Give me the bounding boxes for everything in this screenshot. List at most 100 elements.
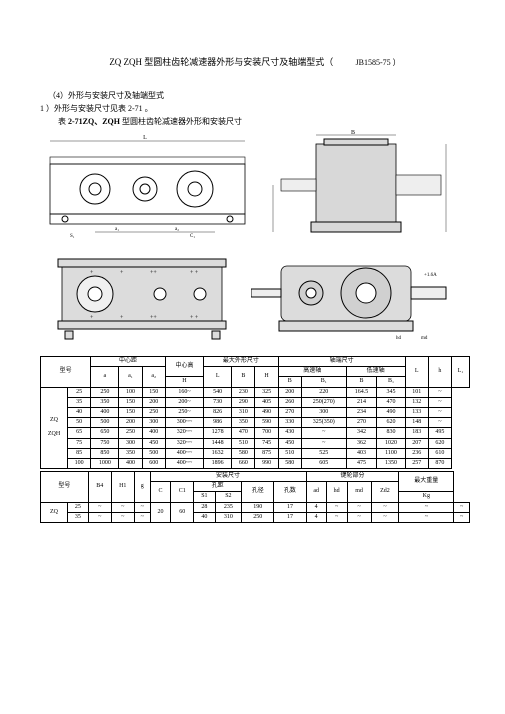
th2-C: C <box>150 482 171 502</box>
svg-text:++: ++ <box>150 270 157 276</box>
th2-B4: B4 <box>88 472 111 503</box>
th-hb1: B₁ <box>301 377 346 387</box>
table-cell: 470 <box>377 397 405 407</box>
table-cell: 150 <box>142 387 165 397</box>
table-cell: ~ <box>134 512 150 522</box>
th-center-h: 中心高 <box>165 357 203 377</box>
svg-text:S₁: S₁ <box>70 234 75 239</box>
table-cell: 150 <box>119 397 142 407</box>
svg-text:hd: hd <box>396 336 402 341</box>
th-hc: h <box>428 357 451 388</box>
table-cell: 1632 <box>204 448 232 458</box>
model-label: ZQZQH <box>41 387 68 469</box>
table-cell: 17 <box>274 512 306 522</box>
table-cell: 450 <box>142 438 165 448</box>
figure-iso-view: +1.6A md hd <box>251 241 451 346</box>
table-cell: 1350 <box>377 458 405 468</box>
table-cell: 4 <box>306 512 326 522</box>
table-cell: 28 <box>194 502 215 512</box>
table-cell: 470 <box>232 428 255 438</box>
table-cell: ~ <box>399 512 454 522</box>
table-cell: 234 <box>346 407 377 417</box>
table-cell: 400 <box>119 458 142 468</box>
table-cell: 830 <box>377 428 405 438</box>
table-cell: 320~~ <box>165 438 203 448</box>
th-H2: H <box>255 367 278 387</box>
figure-front-view: L a₁ a₂ S₁ C₁ <box>40 129 255 239</box>
table-cell: 300 <box>142 418 165 428</box>
main-data-table: 型号 中心距 中心高 最大外形尺寸 轴端尺寸 L h L₁ a a₁ a₂ L … <box>40 356 470 469</box>
table-cell: 350 <box>119 448 142 458</box>
table-cell: 430 <box>278 428 301 438</box>
table-cell: 510 <box>278 448 301 458</box>
table-cell: 590 <box>255 418 278 428</box>
table-cell: 1896 <box>204 458 232 468</box>
table-cell: 257 <box>405 458 428 468</box>
table-cell: 150 <box>119 407 142 417</box>
table-cell: 230 <box>232 387 255 397</box>
th2-hd: hd <box>326 482 347 502</box>
table-cell: ~ <box>347 512 371 522</box>
table-cell: ~ <box>428 397 451 407</box>
table-cell: 700 <box>255 428 278 438</box>
table-cell: 310 <box>215 512 242 522</box>
figure-side-view: B <box>261 129 456 239</box>
table-cell: 620 <box>428 438 451 448</box>
table-cell: 20 <box>150 502 171 522</box>
table-row: 35~~~40310250174~~~~~ <box>41 512 470 522</box>
th2-maxwt: 最大重量 <box>399 472 454 492</box>
table-cell: 650 <box>91 428 119 438</box>
table-cell: 207 <box>405 438 428 448</box>
table-cell: 400 <box>142 428 165 438</box>
table-cell: 325 <box>255 387 278 397</box>
table-cell: 1000 <box>91 458 119 468</box>
svg-text:C₁: C₁ <box>190 234 195 239</box>
table-cell: 600 <box>142 458 165 468</box>
table-cell: ~ <box>111 512 134 522</box>
table-cell: 525 <box>301 448 346 458</box>
table-row: ZQ25~~~206028235190174~~~~~ <box>41 502 470 512</box>
table-cell: 745 <box>255 438 278 448</box>
table-cell: 450 <box>278 438 301 448</box>
th-lb1: B₁ <box>377 377 405 387</box>
table-cell: ~ <box>428 418 451 428</box>
table-cell: ~ <box>428 407 451 417</box>
table-cell: ~ <box>428 387 451 397</box>
table-cell: 40 <box>68 407 91 417</box>
table-cell: ~ <box>301 438 346 448</box>
table-cell: ~ <box>454 502 470 512</box>
th-center-dist: 中心距 <box>91 357 166 367</box>
table-row: 85850350500400~~163258087551052540311002… <box>41 448 470 458</box>
th2-md: md <box>347 482 371 502</box>
th2-install: 安装尺寸 <box>150 472 306 482</box>
table-cell: ~ <box>326 512 347 522</box>
table-cell: 540 <box>204 387 232 397</box>
table-cell: 300~~ <box>165 418 203 428</box>
th2-holed: 孔距 <box>194 482 242 492</box>
model-label: ZQ <box>41 502 68 522</box>
table-cell: 132 <box>405 397 428 407</box>
th2-C1: C1 <box>171 482 194 502</box>
th2-holedia: 孔径 <box>242 482 274 502</box>
table-cell: 250 <box>91 387 119 397</box>
svg-text:md: md <box>421 336 428 341</box>
table-cell: 60 <box>171 502 194 522</box>
th2-g: g <box>134 472 150 503</box>
table-cell: 250 <box>142 407 165 417</box>
table-cell: 270 <box>278 407 301 417</box>
table-cell: 500 <box>142 448 165 458</box>
table-cell: 200 <box>278 387 301 397</box>
table-cell: 310 <box>232 407 255 417</box>
th-Lm: L₁ <box>452 357 470 388</box>
table-cell: ~ <box>371 502 399 512</box>
th2-ad: ad <box>306 482 326 502</box>
install-data-table: 型号 B4 H1 g 安装尺寸 键轮部分 最大重量 C C1 孔距 孔径 孔数 … <box>40 471 470 523</box>
table-cell: 200~ <box>165 397 203 407</box>
th2-Kg: Kg <box>399 492 454 502</box>
table-cell: 1100 <box>377 448 405 458</box>
table-cell: 350 <box>91 397 119 407</box>
table-cell: 403 <box>346 448 377 458</box>
table-cell: 200 <box>119 418 142 428</box>
table-cell: 610 <box>428 448 451 458</box>
table-cell: 405 <box>255 397 278 407</box>
